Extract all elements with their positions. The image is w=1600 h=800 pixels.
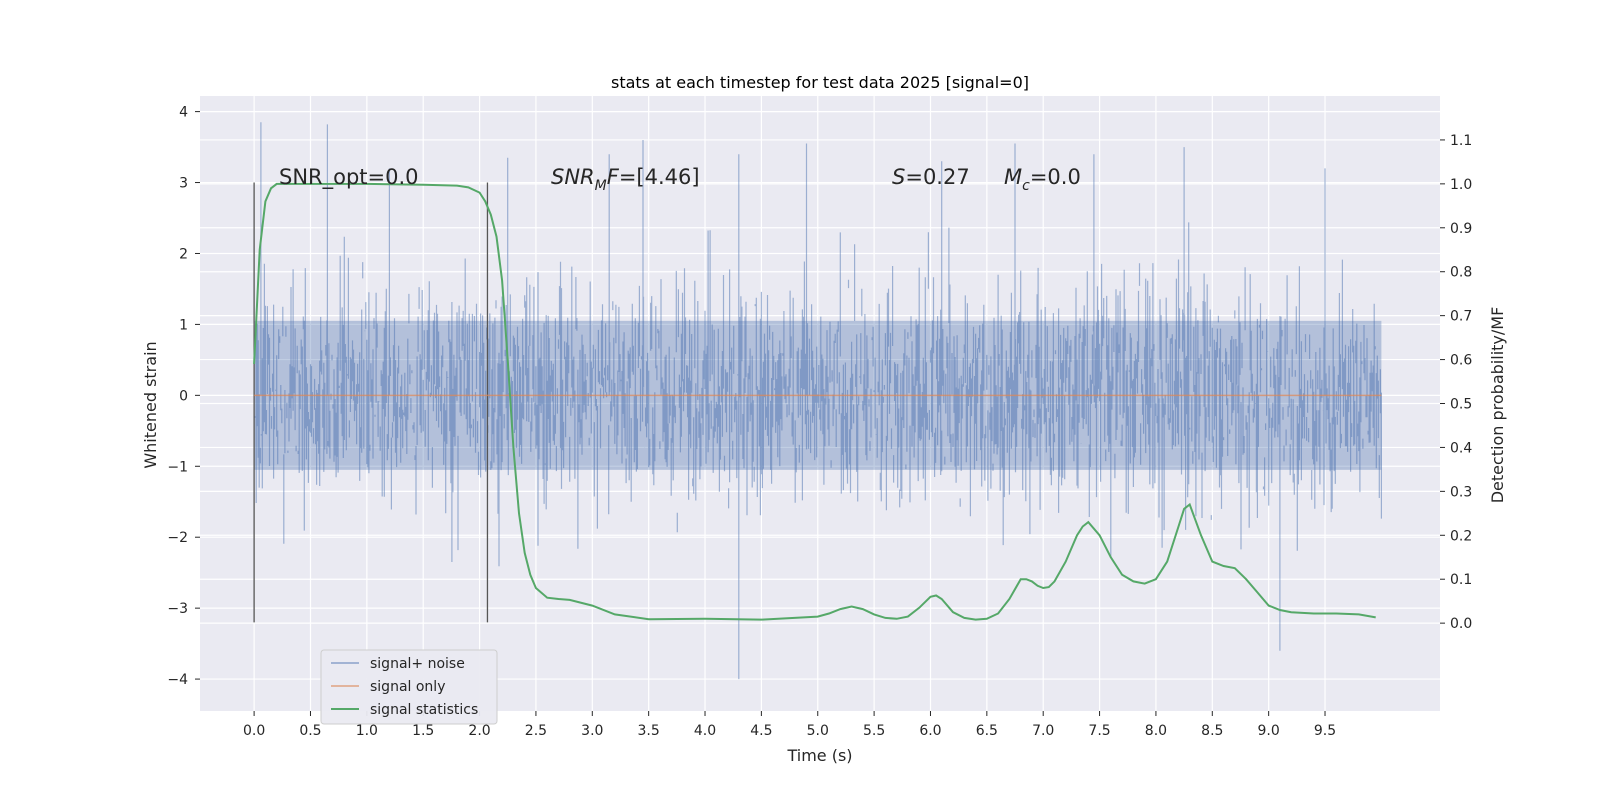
left-y-axis-ticks: 4 3 2 1 0 −1 −2 −3 −4 [167, 105, 200, 688]
x-tick-label: 7.0 [1032, 723, 1054, 739]
right-y-tick-label: 1.0 [1450, 177, 1472, 193]
x-tick-label: 3.0 [581, 723, 603, 739]
x-tick-label: 2.5 [525, 723, 547, 739]
x-axis-ticks: 0.0 0.5 1.0 1.5 2.0 2.5 3.0 3.5 4.0 4.5 5.0 5.5 6.0 6… [243, 711, 1336, 739]
x-tick-label: 3.5 [638, 723, 660, 739]
right-y-tick-label: 0.2 [1450, 528, 1472, 544]
right-y-axis-ticks: 1.1 1.0 0.9 0.8 0.7 0.6 0.5 0.4 0.3 0.2 0.1 0.0 [1440, 133, 1472, 632]
x-tick-label: 1.5 [412, 723, 434, 739]
chart-title: stats at each timestep for test data 202… [611, 73, 1029, 92]
legend-label-signal-only: signal only [370, 679, 445, 695]
x-tick-label: 2.0 [468, 723, 490, 739]
left-y-tick-label: −4 [167, 672, 188, 688]
left-y-tick-label: −3 [167, 601, 188, 617]
s-annotation: S=0.27 [892, 165, 970, 189]
legend-label-signal-statistics: signal statistics [370, 702, 478, 718]
left-y-tick-label: 0 [179, 388, 188, 404]
grid [200, 96, 1440, 711]
legend-label-signal-noise: signal+ noise [370, 656, 465, 672]
left-y-tick-label: −1 [167, 459, 188, 475]
x-tick-label: 5.5 [863, 723, 885, 739]
right-y-axis-label: Detection probability/MF [1488, 307, 1507, 504]
legend-box [320, 649, 498, 725]
x-tick-label: 9.5 [1314, 723, 1336, 739]
mc-annotation: Mc=0.0 [1004, 165, 1081, 194]
left-y-tick-label: 1 [179, 317, 188, 333]
right-y-tick-label: 0.4 [1450, 440, 1472, 456]
right-y-tick-label: 0.3 [1450, 484, 1472, 500]
x-tick-label: 5.0 [807, 723, 829, 739]
left-y-tick-label: −2 [167, 530, 188, 546]
snr-opt-annotation: SNR_opt=0.0 [279, 165, 419, 190]
x-tick-label: 9.0 [1258, 723, 1280, 739]
right-y-tick-label: 0.5 [1450, 397, 1472, 413]
right-y-tick-label: 1.1 [1450, 133, 1472, 149]
snr-mf-annotation: SNRMF=[4.46] [551, 165, 700, 194]
x-tick-label: 6.5 [976, 723, 998, 739]
x-tick-label: 6.0 [919, 723, 941, 739]
right-y-tick-label: 0.7 [1450, 309, 1472, 325]
x-tick-label: 7.5 [1088, 723, 1110, 739]
left-y-tick-label: 4 [179, 105, 188, 121]
x-tick-label: 0.0 [243, 723, 265, 739]
right-y-tick-label: 0.8 [1450, 265, 1472, 281]
left-y-axis-label: Whitened strain [141, 341, 160, 468]
x-tick-label: 8.0 [1145, 723, 1167, 739]
left-y-tick-label: 3 [179, 176, 188, 192]
x-tick-label: 1.0 [356, 723, 378, 739]
legend: signal+ noise signal only signal statist… [320, 649, 498, 725]
right-y-tick-label: 0.1 [1450, 572, 1472, 588]
x-tick-label: 0.5 [299, 723, 321, 739]
x-tick-label: 4.0 [694, 723, 716, 739]
right-y-tick-label: 0.9 [1450, 221, 1472, 237]
signal-statistics-line [253, 182, 1376, 621]
window-markers [253, 182, 489, 623]
x-tick-label: 8.5 [1201, 723, 1223, 739]
right-y-tick-label: 0.0 [1450, 616, 1472, 632]
x-axis-label: Time (s) [786, 746, 852, 765]
left-y-tick-label: 2 [179, 246, 188, 262]
x-tick-label: 4.5 [750, 723, 772, 739]
right-y-tick-label: 0.6 [1450, 353, 1472, 369]
